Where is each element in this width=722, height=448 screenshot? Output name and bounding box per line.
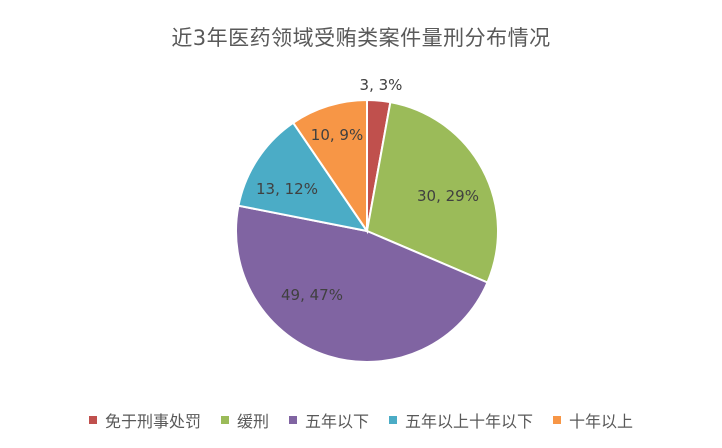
- legend-label-1: 免于刑事处罚: [104, 412, 201, 431]
- data-label-1: 3, 3%: [360, 76, 403, 94]
- data-label-5: 10, 9%: [311, 126, 363, 144]
- legend-label-3: 五年以下: [304, 412, 369, 431]
- chart-legend: 免于刑事处罚 缓刑 五年以下 五年以上十年以下 十年以上: [0, 408, 722, 432]
- legend-item-3: 五年以下: [288, 408, 369, 432]
- legend-item-5: 十年以上: [553, 408, 633, 432]
- data-label-2: 30, 29%: [417, 187, 479, 205]
- legend-label-4: 五年以上十年以下: [405, 412, 534, 431]
- legend-swatch-3: [288, 416, 297, 424]
- legend-swatch-1: [88, 416, 97, 424]
- legend-label-5: 十年以上: [569, 412, 634, 431]
- data-label-4: 13, 12%: [256, 180, 318, 198]
- legend-swatch-4: [389, 416, 397, 424]
- legend-swatch-5: [553, 416, 562, 424]
- legend-swatch-2: [220, 416, 229, 424]
- chart-title: 近3年医药领域受贿类案件量刑分布情况: [171, 26, 551, 50]
- pie-slice-3: [235, 204, 489, 363]
- legend-item-2: 缓刑: [220, 408, 269, 432]
- legend-item-4: 五年以上十年以下: [389, 408, 533, 432]
- pie-slice-5: [291, 98, 368, 235]
- data-label-3: 49, 47%: [281, 286, 343, 304]
- legend-label-2: 缓刑: [236, 412, 269, 431]
- pie-slice-4: [237, 121, 370, 233]
- pie-slice-2: [365, 100, 499, 284]
- legend-item-1: 免于刑事处罚: [88, 408, 201, 432]
